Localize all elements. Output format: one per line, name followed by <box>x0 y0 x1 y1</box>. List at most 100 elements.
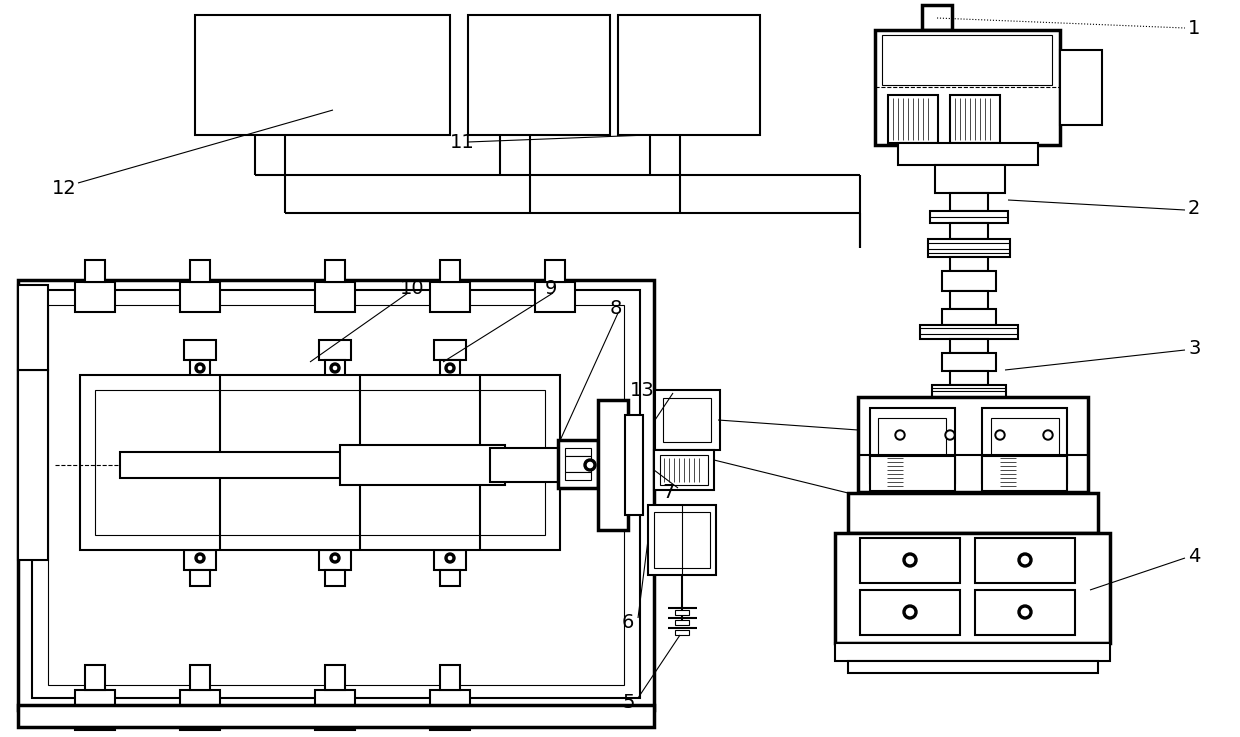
Bar <box>898 143 1038 165</box>
Bar <box>625 415 644 515</box>
Bar <box>440 260 460 282</box>
Text: 8: 8 <box>610 298 622 318</box>
Bar <box>991 418 1059 473</box>
Circle shape <box>446 365 453 371</box>
Bar <box>858 397 1087 492</box>
Circle shape <box>195 363 205 373</box>
Circle shape <box>446 555 453 561</box>
Bar <box>315 282 355 312</box>
Text: 10: 10 <box>401 279 424 298</box>
Bar <box>190 665 210 690</box>
Text: 11: 11 <box>450 133 475 152</box>
Bar <box>180 282 219 312</box>
Circle shape <box>1043 430 1053 440</box>
Circle shape <box>947 432 954 438</box>
Text: 5: 5 <box>622 694 635 713</box>
Circle shape <box>197 555 203 561</box>
Bar <box>923 5 952 30</box>
Circle shape <box>330 363 340 373</box>
Bar <box>598 400 627 530</box>
Circle shape <box>445 363 455 373</box>
Bar <box>982 456 1066 491</box>
Circle shape <box>1021 555 1030 565</box>
Bar <box>848 493 1097 533</box>
Circle shape <box>1021 607 1030 617</box>
Bar <box>982 408 1066 483</box>
Bar <box>325 665 345 690</box>
Circle shape <box>903 605 918 619</box>
Bar <box>32 290 640 698</box>
Circle shape <box>945 430 955 440</box>
Bar <box>861 538 960 583</box>
Bar <box>928 239 1011 257</box>
Bar <box>675 610 689 615</box>
Bar <box>467 15 610 135</box>
Bar <box>663 398 711 442</box>
Bar <box>19 370 48 560</box>
Circle shape <box>332 365 339 371</box>
Circle shape <box>330 553 340 563</box>
Bar <box>975 590 1075 635</box>
Bar <box>565 448 591 456</box>
Bar <box>861 590 960 635</box>
Bar <box>649 505 715 575</box>
Bar <box>835 533 1110 643</box>
Bar <box>86 260 105 282</box>
Circle shape <box>584 459 596 471</box>
Text: 6: 6 <box>622 612 635 632</box>
Bar <box>950 371 988 385</box>
Bar <box>190 570 210 586</box>
Bar <box>195 15 450 135</box>
Text: 1: 1 <box>1188 18 1200 38</box>
Circle shape <box>1018 553 1032 567</box>
Bar <box>340 445 505 485</box>
Bar <box>950 257 988 271</box>
Bar <box>653 450 714 490</box>
Bar <box>975 538 1075 583</box>
Bar <box>950 193 988 211</box>
Bar <box>48 305 624 685</box>
Bar <box>558 440 598 488</box>
Bar <box>319 340 351 360</box>
Bar <box>440 570 460 586</box>
Bar <box>920 325 1018 339</box>
Bar <box>835 643 1110 661</box>
Bar <box>81 375 560 550</box>
Bar <box>888 95 937 143</box>
Bar <box>655 390 720 450</box>
Bar <box>618 15 760 135</box>
Bar <box>950 291 988 309</box>
Bar <box>430 690 470 730</box>
Bar <box>325 260 345 282</box>
Bar <box>19 280 653 710</box>
Bar <box>930 211 1008 223</box>
Bar <box>848 661 1097 673</box>
Bar <box>675 620 689 625</box>
Circle shape <box>905 607 915 617</box>
Bar <box>675 630 689 635</box>
Circle shape <box>445 553 455 563</box>
Bar <box>319 550 351 570</box>
Bar <box>942 353 996 371</box>
Bar <box>950 95 999 143</box>
Circle shape <box>1045 432 1052 438</box>
Bar <box>534 282 575 312</box>
Circle shape <box>197 365 203 371</box>
Bar <box>950 339 988 353</box>
Bar <box>882 35 1052 85</box>
Circle shape <box>897 432 903 438</box>
Circle shape <box>905 555 915 565</box>
Bar <box>184 340 216 360</box>
Circle shape <box>903 553 918 567</box>
Bar <box>315 690 355 730</box>
Circle shape <box>994 430 1004 440</box>
Bar <box>120 452 440 478</box>
Bar <box>86 665 105 690</box>
Bar <box>184 550 216 570</box>
Bar <box>565 456 591 472</box>
Circle shape <box>895 430 905 440</box>
Bar <box>490 448 570 482</box>
Bar <box>430 282 470 312</box>
Bar <box>878 418 946 473</box>
Bar <box>19 285 48 370</box>
